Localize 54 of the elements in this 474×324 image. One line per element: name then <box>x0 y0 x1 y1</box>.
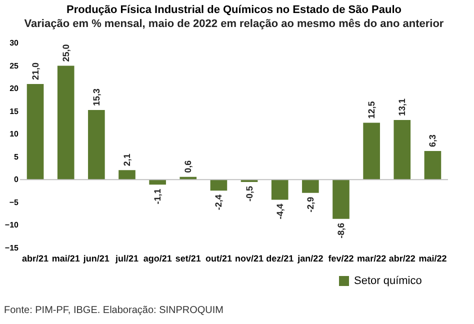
x-tick-label: jul/21 <box>114 254 139 264</box>
x-tick-label: nov/21 <box>235 254 264 264</box>
legend-label: Setor químico <box>354 275 422 287</box>
x-tick-label: abr/21 <box>22 254 49 264</box>
bar <box>118 170 136 180</box>
x-tick-label: mai/22 <box>418 254 447 264</box>
data-label: -4,4 <box>274 204 285 220</box>
data-label: 13,1 <box>397 98 408 116</box>
x-tick-label: jan/22 <box>296 254 324 264</box>
x-tick-label: dez/21 <box>266 254 294 264</box>
y-tick-label: 20 <box>10 84 20 94</box>
y-tick-label: −15 <box>4 244 20 252</box>
bar <box>149 180 166 185</box>
x-tick-label: mai/21 <box>52 254 80 264</box>
data-label: -8,6 <box>336 222 346 238</box>
data-label: 12,5 <box>366 101 377 119</box>
data-label: -2,4 <box>214 194 224 210</box>
data-label: 25,0 <box>60 44 71 62</box>
x-tick-label: fev/22 <box>328 254 354 264</box>
data-label: 21,0 <box>30 62 40 80</box>
data-label: 2,1 <box>122 154 132 166</box>
x-tick-label: abr/22 <box>388 254 416 264</box>
chart-subtitle: Variação em % mensal, maio de 2022 em relação ao mesmo mês do ano anterior <box>24 18 444 30</box>
data-label: -0,5 <box>244 186 254 202</box>
chart-title: Produção Física Industrial de Químicos no Estado de São Paulo <box>66 4 402 16</box>
bar <box>302 180 319 193</box>
bar <box>363 122 380 180</box>
y-tick-label: 10 <box>10 130 20 139</box>
bar <box>271 180 288 200</box>
y-tick-label: 25 <box>10 61 20 70</box>
bar <box>332 180 350 219</box>
y-tick-label: −10 <box>4 220 20 230</box>
data-label: 0,6 <box>183 160 194 173</box>
bar <box>210 180 228 191</box>
bar <box>88 110 105 180</box>
y-tick-label: 5 <box>14 152 20 162</box>
bar <box>57 66 74 180</box>
y-tick-label: 15 <box>10 106 20 116</box>
source-note: Fonte: PIM-PF, IBGE. Elaboração: SINPROQUIM <box>4 305 224 316</box>
y-tick-label: 0 <box>14 175 20 184</box>
bar <box>26 84 44 180</box>
x-tick-label: set/21 <box>175 254 201 264</box>
bar <box>394 120 411 180</box>
data-label: 15,3 <box>91 88 102 106</box>
y-tick-label: −5 <box>9 198 20 207</box>
y-tick-label: 30 <box>10 38 20 48</box>
x-tick-label: ago/21 <box>143 254 172 264</box>
x-tick-label: mar/22 <box>357 254 386 264</box>
bar <box>424 150 442 180</box>
x-tick-label: out/21 <box>205 254 232 264</box>
x-tick-label: jun/21 <box>82 254 110 264</box>
data-label: -2,9 <box>305 196 316 212</box>
data-label: 6,3 <box>428 134 438 147</box>
data-label: -1,1 <box>152 188 163 204</box>
